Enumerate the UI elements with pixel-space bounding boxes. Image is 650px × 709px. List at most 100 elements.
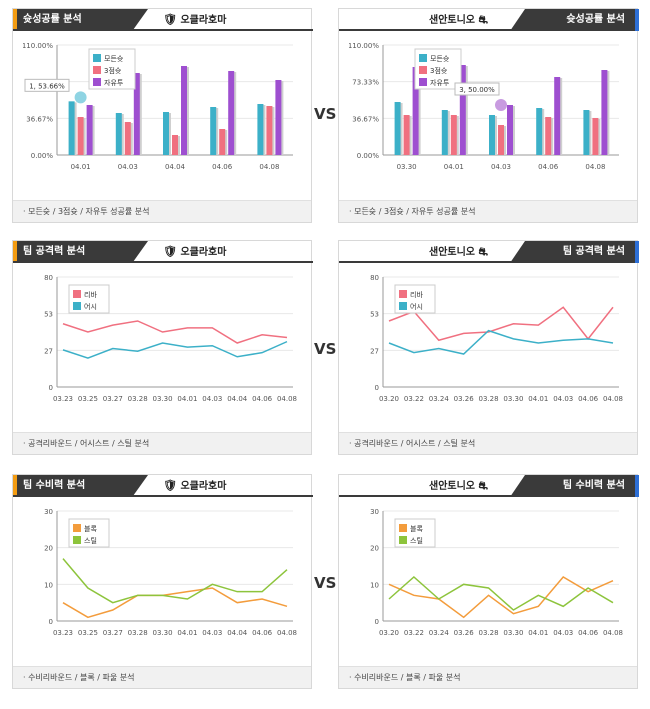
legend-swatch <box>419 78 427 86</box>
accent-bar <box>13 9 17 31</box>
bar <box>583 110 590 155</box>
y-tick-label: 20 <box>370 545 379 553</box>
bar <box>275 80 282 155</box>
y-tick-label: 0.00% <box>357 152 380 160</box>
y-tick-label: 110.00% <box>23 42 53 50</box>
chart-area: 0 10 20 30 03.20 03.22 03.24 03.26 03.28 03.30 04.… <box>349 503 629 653</box>
legend-label: 리바 <box>84 290 97 299</box>
bar <box>450 115 457 155</box>
legend-swatch <box>73 536 81 544</box>
chart-area: 0.00%36.67%73.33%110.00%04.0104.0304.040… <box>22 37 303 187</box>
y-tick-label: 0.00% <box>31 152 54 160</box>
x-tick-label: 03.22 <box>404 395 424 403</box>
bar <box>115 113 122 155</box>
x-tick-label: 04.04 <box>227 629 248 637</box>
x-tick-label: 04.01 <box>528 395 548 403</box>
bar <box>545 117 552 155</box>
team-label: 샌안토니오 ⛐ <box>429 475 488 497</box>
legend-label: 스틸 <box>84 537 97 545</box>
section-title: 팀 수비력 분석 <box>17 475 148 497</box>
x-tick-label: 04.01 <box>444 163 464 171</box>
series-line <box>62 320 288 344</box>
legend-swatch <box>399 536 407 544</box>
series-line <box>62 340 288 359</box>
series-line <box>388 329 614 355</box>
section-footer: · 공격리바운드 / 어시스트 / 스틸 분석 <box>339 432 637 454</box>
x-tick-label: 03.26 <box>454 629 475 637</box>
bar <box>210 107 217 155</box>
y-tick-label: 36.67% <box>352 115 379 123</box>
tooltip-box <box>454 82 500 96</box>
accent-bar <box>635 475 639 497</box>
y-tick-label: 0 <box>375 618 379 626</box>
team-label: 샌안토니오 ⛐ <box>429 9 488 31</box>
section-title: 슛성공률 분석 <box>17 9 148 31</box>
section-title: 팀 수비력 분석 <box>510 475 635 497</box>
team-name: 샌안토니오 <box>429 247 475 258</box>
x-tick-label: 03.28 <box>479 395 499 403</box>
y-tick-label: 20 <box>44 545 53 553</box>
x-tick-label: 03.27 <box>103 395 123 403</box>
section-footer: · 모든슛 / 3점슛 / 자유투 성공률 분석 <box>13 200 311 222</box>
team-name: 오클라호마 <box>180 247 227 258</box>
x-tick-label: 04.01 <box>71 163 91 171</box>
tooltip-marker <box>495 99 507 111</box>
chart-area: 0 27 53 80 03.23 03.25 03.27 03.28 03.30 04.01 04.… <box>23 269 303 419</box>
panel-header: 팀 공격력 분석 🛡 오클라호마 <box>13 241 313 263</box>
x-tick-label: 03.22 <box>404 629 424 637</box>
y-tick-label: 10 <box>44 581 53 589</box>
bar <box>163 112 169 155</box>
x-tick-label: 03.25 <box>78 629 98 637</box>
bar <box>601 70 608 155</box>
legend-swatch <box>399 302 407 310</box>
bar <box>403 115 410 155</box>
bar <box>592 118 599 155</box>
legend-label: 자유투 <box>104 78 124 87</box>
shooting-panel-right: 샌안토니오 ⛐ 슛성공률 분석 0.00% 36.67% 73.33% 110.00%… <box>338 8 639 223</box>
y-tick-label: 53 <box>370 311 379 319</box>
bar <box>441 110 448 155</box>
spurs-logo-icon: ⛐ <box>478 479 488 492</box>
y-tick-label: 30 <box>370 508 379 516</box>
tooltip-box <box>24 78 70 92</box>
legend-label: 3점슛 <box>430 67 448 75</box>
series-line <box>388 575 614 611</box>
y-tick-label: 0 <box>375 384 379 392</box>
section-footer: · 공격리바운드 / 어시스트 / 스틸 분석 <box>13 432 311 454</box>
x-tick-label: 04.08 <box>603 629 623 637</box>
legend-label: 3점슛 <box>104 67 122 75</box>
series-line <box>388 306 614 342</box>
y-tick-label: 36.67% <box>26 115 53 123</box>
y-tick-label: 73.33% <box>352 79 379 87</box>
team-label: 🛡 오클라호마 <box>163 475 226 497</box>
x-tick-label: 03.23 <box>53 629 73 637</box>
x-tick-label: 04.03 <box>553 395 573 403</box>
legend-swatch <box>419 54 427 62</box>
legend-label: 어시 <box>84 302 97 311</box>
x-tick-label: 04.08 <box>277 629 297 637</box>
x-tick-label: 04.06 <box>578 629 599 637</box>
team-name: 샌안토니오 <box>429 15 475 26</box>
team-name: 오클라호마 <box>180 15 227 26</box>
thunder-logo-icon: 🛡 <box>163 479 177 492</box>
legend-label: 어시 <box>410 302 423 311</box>
x-tick-label: 03.28 <box>128 395 148 403</box>
panel-header: 슛성공률 분석 🛡 오클라호마 <box>13 9 313 31</box>
panel-header: 샌안토니오 ⛐ 팀 수비력 분석 <box>339 475 639 497</box>
vs-label: VS <box>314 340 337 358</box>
x-tick-label: 04.08 <box>585 163 605 171</box>
bar <box>257 104 264 155</box>
legend-swatch <box>399 524 407 532</box>
bar <box>77 117 84 155</box>
bar <box>133 73 140 155</box>
x-tick-label: 03.20 <box>379 629 399 637</box>
x-tick-label: 04.04 <box>227 395 248 403</box>
x-tick-label: 04.03 <box>202 395 222 403</box>
series-line <box>62 587 288 619</box>
defense-panel-left: 팀 수비력 분석 🛡 오클라호마 0 10 20 30 03.23 03.25 03.27 0… <box>12 474 313 689</box>
x-tick-label: 03.28 <box>479 629 499 637</box>
defense-panel-right: 샌안토니오 ⛐ 팀 수비력 분석 0 10 20 30 03.20 03.22 03.24 0… <box>338 474 639 689</box>
spurs-logo-icon: ⛐ <box>478 245 488 258</box>
x-tick-label: 04.06 <box>538 163 559 171</box>
legend-swatch <box>399 290 407 298</box>
